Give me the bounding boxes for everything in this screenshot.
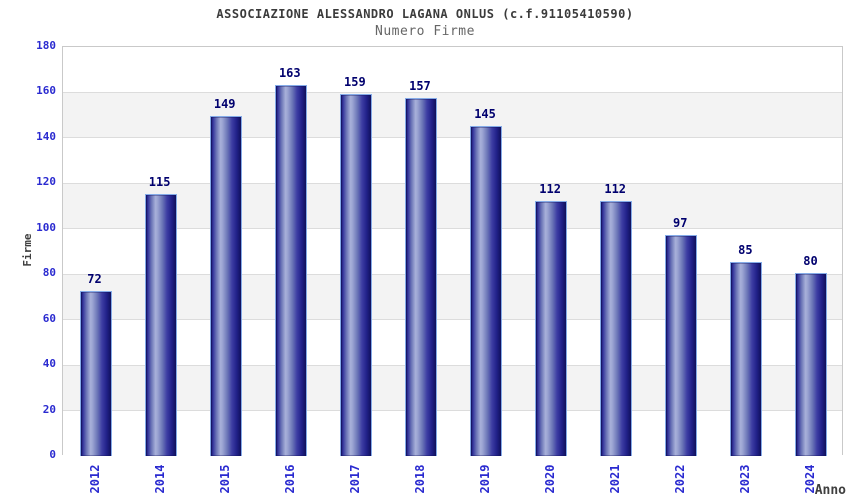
bar-2015[interactable] [209,116,242,456]
grid-band [63,137,842,184]
chart-title: ASSOCIAZIONE ALESSANDRO LAGANA ONLUS (c.… [216,7,634,21]
bar-value-label: 97 [673,215,688,230]
y-tick-label: 40 [42,357,56,371]
bar-value-label: 85 [738,242,753,257]
x-tick-label: 2014 [152,464,167,494]
grid-band [63,410,842,456]
x-tick-label: 2017 [347,464,362,494]
x-tick-label: 2022 [673,464,688,494]
bar-2020[interactable] [535,200,568,456]
y-tick-label: 20 [42,402,56,416]
gridline [63,137,842,139]
plot-area [62,46,843,456]
x-tick-label: 2023 [738,464,753,494]
bar-value-label: 149 [213,97,236,112]
y-tick-label: 60 [42,311,56,325]
bar-2019[interactable] [470,125,503,456]
grid-band [63,274,842,320]
gridline [63,182,842,184]
bar-value-label: 112 [604,181,627,196]
grid-band [63,319,842,366]
x-tick-label: 2015 [217,464,232,494]
x-tick-label: 2020 [543,464,558,494]
bar-value-label: 163 [278,65,301,80]
grid-band [63,47,842,93]
x-tick-label: 2019 [478,464,493,494]
x-tick-label: 2021 [608,464,623,494]
bar-value-label: 159 [344,74,366,89]
bar-2016[interactable] [274,84,307,456]
bar-value-label: 112 [539,181,561,196]
bar-2023[interactable] [730,261,763,456]
bar-2014[interactable] [144,193,177,456]
grid-band [63,365,842,411]
chart-subtitle: Numero Firme [375,24,475,39]
gridline [63,91,842,93]
bar-2012[interactable] [79,291,112,456]
y-tick-label: 0 [49,448,56,461]
grid-band [63,92,842,138]
gridline [63,228,842,230]
bar-2021[interactable] [600,200,633,456]
y-tick-label: 140 [36,129,56,143]
x-tick-label: 2018 [412,464,427,494]
x-tick-label: 2016 [282,464,297,494]
bar-value-label: 80 [803,254,818,269]
gridline [63,319,842,321]
gridline [63,364,842,366]
bar-value-label: 145 [474,106,496,121]
y-tick-label: 180 [36,39,56,52]
bar-value-label: 157 [409,79,431,94]
gridline [63,410,842,412]
grid-band [63,228,842,275]
y-tick-label: 80 [42,266,56,280]
bar-value-label: 115 [148,174,171,189]
x-axis-title: Anno [814,483,846,498]
y-tick-label: 120 [36,175,56,189]
gridline [63,273,842,275]
grid-band [63,183,842,229]
bar-2018[interactable] [404,98,437,456]
y-axis-title: Firme [21,233,34,267]
bar-2022[interactable] [665,234,698,456]
x-tick-label: 2012 [87,464,102,494]
y-tick-label: 100 [36,220,56,234]
bar-2017[interactable] [339,93,372,456]
y-tick-label: 160 [36,84,56,98]
bar-2024[interactable] [795,273,828,456]
bar-value-label: 72 [87,272,102,287]
